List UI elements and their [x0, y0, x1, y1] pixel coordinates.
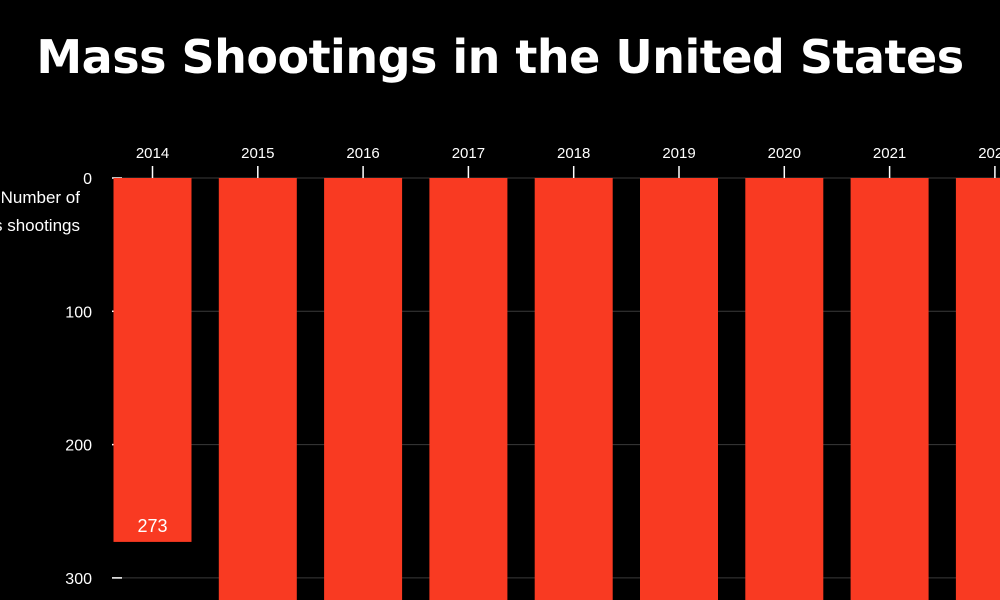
x-tick-label-2017: 2017 — [452, 145, 485, 162]
bar-2021 — [850, 178, 929, 600]
bar-2018 — [534, 178, 613, 600]
bar-2019 — [640, 178, 718, 600]
bar-2020 — [745, 178, 824, 600]
y-axis-label: Number of mass shootings — [0, 184, 80, 240]
y-tick-label-300: 300 — [65, 571, 92, 588]
y-tick-label-100: 100 — [65, 304, 92, 321]
x-tick-label-2016: 2016 — [346, 145, 379, 162]
x-tick-label-2020: 2020 — [768, 145, 801, 162]
bar-2017 — [429, 178, 508, 600]
y-tick-label-0: 0 — [83, 171, 92, 188]
y-axis-label-line-1: Number of — [0, 188, 80, 207]
data-label-2014: 273 — [137, 516, 167, 536]
x-tick-label-2014: 2014 — [136, 145, 169, 162]
y-tick-label-200: 200 — [65, 438, 92, 455]
chart-title: Mass Shootings in the United States — [36, 30, 964, 84]
bar-2015 — [218, 178, 297, 600]
x-tick-label-2015: 2015 — [241, 145, 274, 162]
x-tick-label-2019: 2019 — [662, 145, 695, 162]
y-axis-label-line-2: mass shootings — [0, 216, 80, 235]
x-tick-label-2021: 2021 — [873, 145, 906, 162]
bar-2022 — [955, 178, 1000, 600]
bar-2016 — [324, 178, 403, 600]
bar-2014 — [113, 178, 192, 542]
x-tick-label-2018: 2018 — [557, 145, 590, 162]
